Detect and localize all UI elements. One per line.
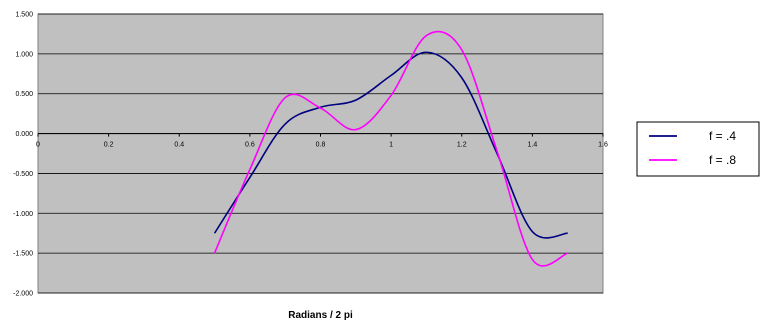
x-tick-label: 1 (389, 142, 393, 149)
y-tick-label: -0.500 (13, 171, 33, 178)
x-tick-label: 1.2 (457, 142, 467, 149)
legend-label-1: f = .4 (709, 129, 736, 143)
x-tick-label: 1.4 (528, 142, 538, 149)
y-tick-label: 1.000 (15, 51, 33, 58)
plot-background (37, 13, 604, 294)
y-tick-label: 1.500 (15, 12, 33, 19)
legend: f = .4 f = .8 (636, 121, 760, 177)
y-tick-label: 0.500 (15, 91, 33, 98)
series-line-1 (213, 51, 568, 239)
x-tick-label: 0.4 (174, 142, 184, 149)
x-tick-label: 0.8 (316, 142, 326, 149)
y-tick-label: 0.000 (15, 131, 33, 138)
y-tick-label: -1.500 (13, 251, 33, 258)
x-tick-label: 0.6 (245, 142, 255, 149)
y-tick-label: -2.000 (13, 291, 33, 298)
x-axis-title: Radians / 2 pi (288, 310, 353, 321)
legend-box (636, 121, 760, 177)
legend-label-2: f = .8 (709, 153, 736, 167)
series-line-2 (213, 30, 569, 267)
x-tick-label: 1.6 (598, 142, 608, 149)
x-tick-label: 0 (36, 142, 40, 149)
plot-area (37, 13, 604, 294)
x-tick-label: 0.2 (104, 142, 114, 149)
y-tick-label: -1.000 (13, 211, 33, 218)
series-group (213, 30, 569, 267)
axes: 1.500 1.000 0.500 0.000 -0.500 -1.000 -1.500 -2… (13, 12, 608, 298)
